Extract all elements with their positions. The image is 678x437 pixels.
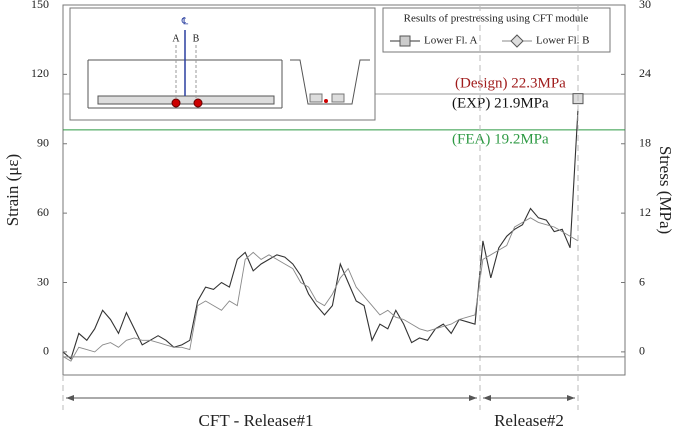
legend-label: Lower Fl. B: [536, 35, 589, 47]
legend-marker: [510, 34, 524, 48]
y-tick-label: 30: [37, 274, 49, 288]
annotation-label: (Design) 22.3MPa: [455, 75, 566, 91]
phase-markers: CFT - Release#1 Release#2: [62, 5, 579, 430]
phase-label: CFT - Release#1: [199, 411, 314, 430]
annotations: (Design) 22.3MPa (EXP) 21.9MPa (FEA) 19.2M…: [63, 75, 625, 147]
point-b-label: B: [193, 33, 200, 44]
y2-tick-label: 0: [639, 344, 645, 358]
y-tick-label: 150: [31, 0, 49, 11]
y2-axis-label: Stress (MPa): [656, 146, 675, 234]
annotation-label: (EXP) 21.9MPa: [452, 95, 549, 111]
y2-tick-label: 30: [639, 0, 651, 11]
legend: Results of prestressing using CFT module…: [382, 7, 611, 53]
legend-title: Results of prestressing using CFT module: [404, 13, 589, 25]
y-tick-label: 90: [37, 136, 49, 150]
y2-tick-label: 12: [639, 205, 651, 219]
plot-frame: [62, 4, 626, 376]
y-tick-label: 120: [31, 66, 49, 80]
inset-diagram: ℄ A B: [69, 7, 376, 121]
y2-tick-label: 24: [639, 66, 651, 80]
y2-tick-label: 18: [639, 136, 651, 150]
point-a-label: A: [172, 33, 180, 44]
series-line: [62, 217, 579, 362]
y2-tick-label: 6: [639, 274, 645, 288]
y-tick-label: 0: [43, 344, 49, 358]
legend-marker: [399, 35, 411, 47]
legend-label: Lower Fl. A: [424, 35, 478, 47]
phase-label: Release#2: [494, 411, 564, 430]
y-tick-label: 60: [37, 205, 49, 219]
series-line: [62, 109, 579, 360]
y-axis-label: Strain (με): [3, 154, 22, 226]
annotation-label: (FEA) 19.2MPa: [452, 131, 549, 147]
centerline-label: ℄: [181, 16, 189, 27]
